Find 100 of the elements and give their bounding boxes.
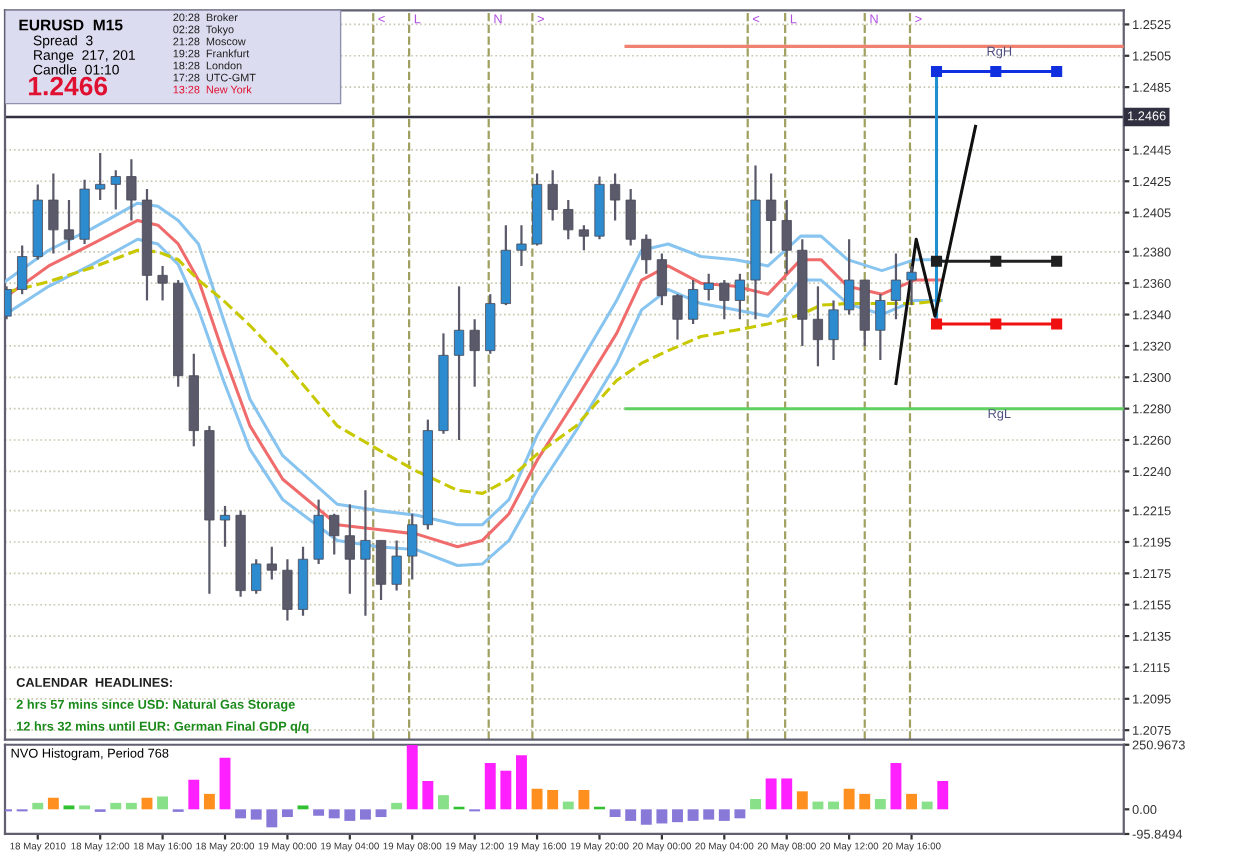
point [1051, 65, 1063, 78]
bar [765, 778, 777, 810]
candlestick [266, 545, 277, 581]
candlestick [375, 539, 387, 602]
candlestick [703, 272, 714, 302]
point [990, 318, 1002, 330]
bar [937, 781, 949, 810]
candlestick [157, 264, 168, 302]
bar [344, 809, 356, 821]
bar [734, 809, 746, 819]
bar [687, 809, 699, 821]
candlestick [219, 504, 231, 548]
candlestick [282, 558, 293, 622]
candlestick [563, 198, 574, 241]
bar [125, 802, 137, 810]
bar [484, 763, 496, 810]
point [990, 65, 1002, 78]
bar [328, 809, 340, 819]
candlestick [812, 285, 824, 368]
bar [703, 809, 715, 820]
bar [235, 809, 247, 819]
candlestick [875, 293, 886, 362]
bar [219, 757, 231, 810]
point [930, 65, 943, 78]
candlestick [828, 299, 839, 362]
candlestick [251, 558, 262, 595]
bar [625, 809, 637, 821]
candlestick [63, 198, 75, 252]
bar [110, 802, 122, 810]
bar [656, 809, 668, 824]
bar [890, 763, 902, 810]
candlestick [48, 172, 59, 255]
bar [281, 809, 293, 818]
candlestick [329, 512, 340, 556]
bar [718, 809, 730, 821]
candlestick [344, 503, 355, 595]
bar [391, 802, 403, 810]
bar [359, 809, 371, 820]
bar [796, 791, 808, 810]
bar [547, 790, 559, 810]
bar [609, 809, 621, 818]
bar [843, 788, 855, 810]
bar [32, 802, 44, 810]
bar [203, 793, 215, 810]
bar [375, 809, 387, 818]
candlestick [906, 264, 917, 307]
candlestick [391, 539, 402, 592]
bar [828, 801, 839, 810]
candlestick [844, 238, 855, 316]
bar [188, 779, 200, 810]
bar [266, 809, 278, 828]
bar [874, 799, 886, 810]
bar [406, 744, 418, 810]
candlestick [625, 187, 636, 247]
candlestick [547, 169, 558, 222]
bar [531, 788, 543, 810]
line-series [894, 124, 978, 386]
candlestick [656, 252, 667, 307]
bar [672, 809, 683, 823]
bar [47, 797, 59, 810]
bar [313, 809, 325, 816]
candlestick [95, 151, 106, 202]
candlestick [17, 244, 28, 296]
point [930, 318, 943, 330]
bar [422, 781, 434, 810]
candlestick [360, 489, 371, 617]
candlestick [672, 293, 683, 341]
bar [781, 778, 793, 810]
bar [921, 801, 933, 810]
bar [500, 770, 512, 810]
bar [859, 793, 871, 810]
point [930, 255, 943, 267]
candlestick [516, 224, 527, 268]
bar [157, 796, 169, 810]
bar [640, 809, 652, 825]
point [1051, 318, 1063, 330]
candlestick [485, 293, 496, 355]
annotation: 1.2466 [29, 76, 108, 96]
candlestick [688, 278, 699, 326]
candlestick [609, 172, 621, 222]
candlestick [781, 198, 792, 275]
candlestick [641, 233, 652, 275]
bar [516, 755, 527, 810]
bar [250, 809, 262, 820]
candlestick [453, 285, 465, 442]
candlestick [890, 252, 902, 321]
candlestick [766, 172, 777, 255]
bar [906, 793, 918, 810]
candlestick [469, 318, 480, 388]
point [990, 255, 1002, 267]
candlestick [734, 272, 746, 321]
candlestick [407, 512, 418, 581]
candlestick [126, 158, 137, 222]
candlestick [110, 169, 121, 211]
candlestick [719, 278, 730, 321]
candlestick [313, 498, 324, 566]
bar [437, 795, 449, 810]
point [1051, 255, 1063, 267]
bar [750, 799, 761, 810]
bar [812, 801, 824, 810]
